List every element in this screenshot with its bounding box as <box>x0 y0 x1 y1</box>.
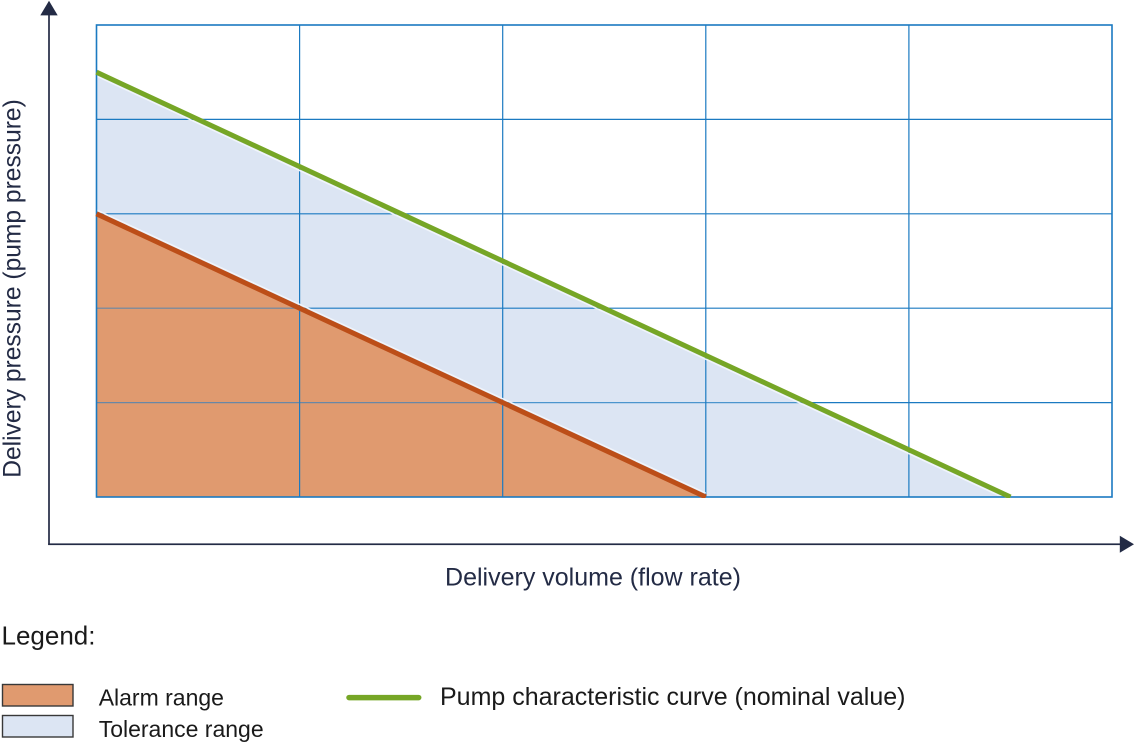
svg-text:Tolerance range: Tolerance range <box>99 716 264 742</box>
svg-text:Delivery volume (flow rate): Delivery volume (flow rate) <box>445 564 741 592</box>
svg-text:Alarm range: Alarm range <box>99 685 224 711</box>
svg-text:Pump characteristic curve (nom: Pump characteristic curve (nominal value… <box>440 683 905 711</box>
svg-text:Delivery pressure (pump pressu: Delivery pressure (pump pressure) <box>0 99 26 478</box>
svg-text:Legend:: Legend: <box>2 621 96 651</box>
